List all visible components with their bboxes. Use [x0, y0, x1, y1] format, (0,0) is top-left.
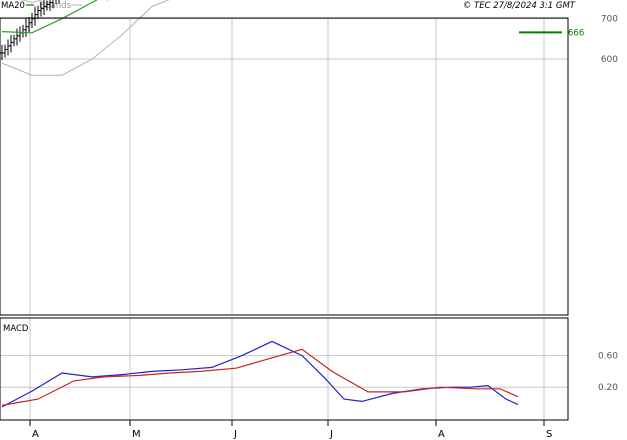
macd-signal-line — [1, 348, 519, 406]
ohlc-bar — [12, 34, 16, 47]
legend-bb-label: BBands — [39, 1, 72, 11]
ohlc-bar — [58, 0, 60, 4]
price-panel-border — [0, 17, 569, 316]
macd-panel-border — [0, 317, 569, 421]
ohlc-bar — [9, 35, 13, 53]
bb-lower-line — [1, 0, 170, 76]
price-y-tick-label: 600 — [601, 55, 618, 65]
ohlc-bar — [55, 0, 57, 5]
x-tick-label: S — [546, 429, 552, 440]
ohlc-bar — [51, 0, 54, 9]
x-tick-label: J — [329, 429, 333, 440]
macd-layer — [1, 340, 519, 408]
ohlc-bars — [0, 0, 108, 61]
ohlc-bar — [24, 18, 28, 37]
x-tick-label: A — [438, 429, 445, 440]
ohlc-bar — [6, 39, 10, 56]
ohlc-bar — [33, 6, 37, 26]
x-tick-label: A — [32, 429, 39, 440]
macd-y-tick-label: 0.20 — [598, 383, 618, 393]
price-y-tick-label: 700 — [601, 15, 618, 25]
copyright-text: © TEC 27/8/2024 3:1 GMT — [463, 1, 576, 11]
ohlc-bar — [39, 2, 43, 17]
ohlc-bar — [42, 0, 46, 16]
ohlc-bar — [30, 13, 34, 28]
x-tick-label: J — [233, 429, 237, 440]
ohlc-bar — [0, 44, 4, 61]
macd-title: MACD — [3, 324, 29, 334]
ohlc-bar — [15, 28, 19, 46]
ohlc-bar — [36, 5, 40, 20]
macd-line — [1, 340, 519, 408]
ohlc-bar — [3, 44, 7, 58]
price-grid — [0, 18, 568, 315]
support-label: 666 — [568, 28, 584, 38]
ohlc-bar — [48, 0, 52, 12]
price-layer — [0, 0, 562, 76]
legend: MA20 BBands — [1, 1, 82, 11]
ohlc-bar — [27, 17, 31, 32]
ohlc-bar — [45, 0, 49, 11]
legend-ma-label: MA20 — [1, 1, 25, 11]
x-tick-label: M — [132, 429, 141, 440]
macd-y-tick-label: 0.60 — [598, 352, 618, 362]
